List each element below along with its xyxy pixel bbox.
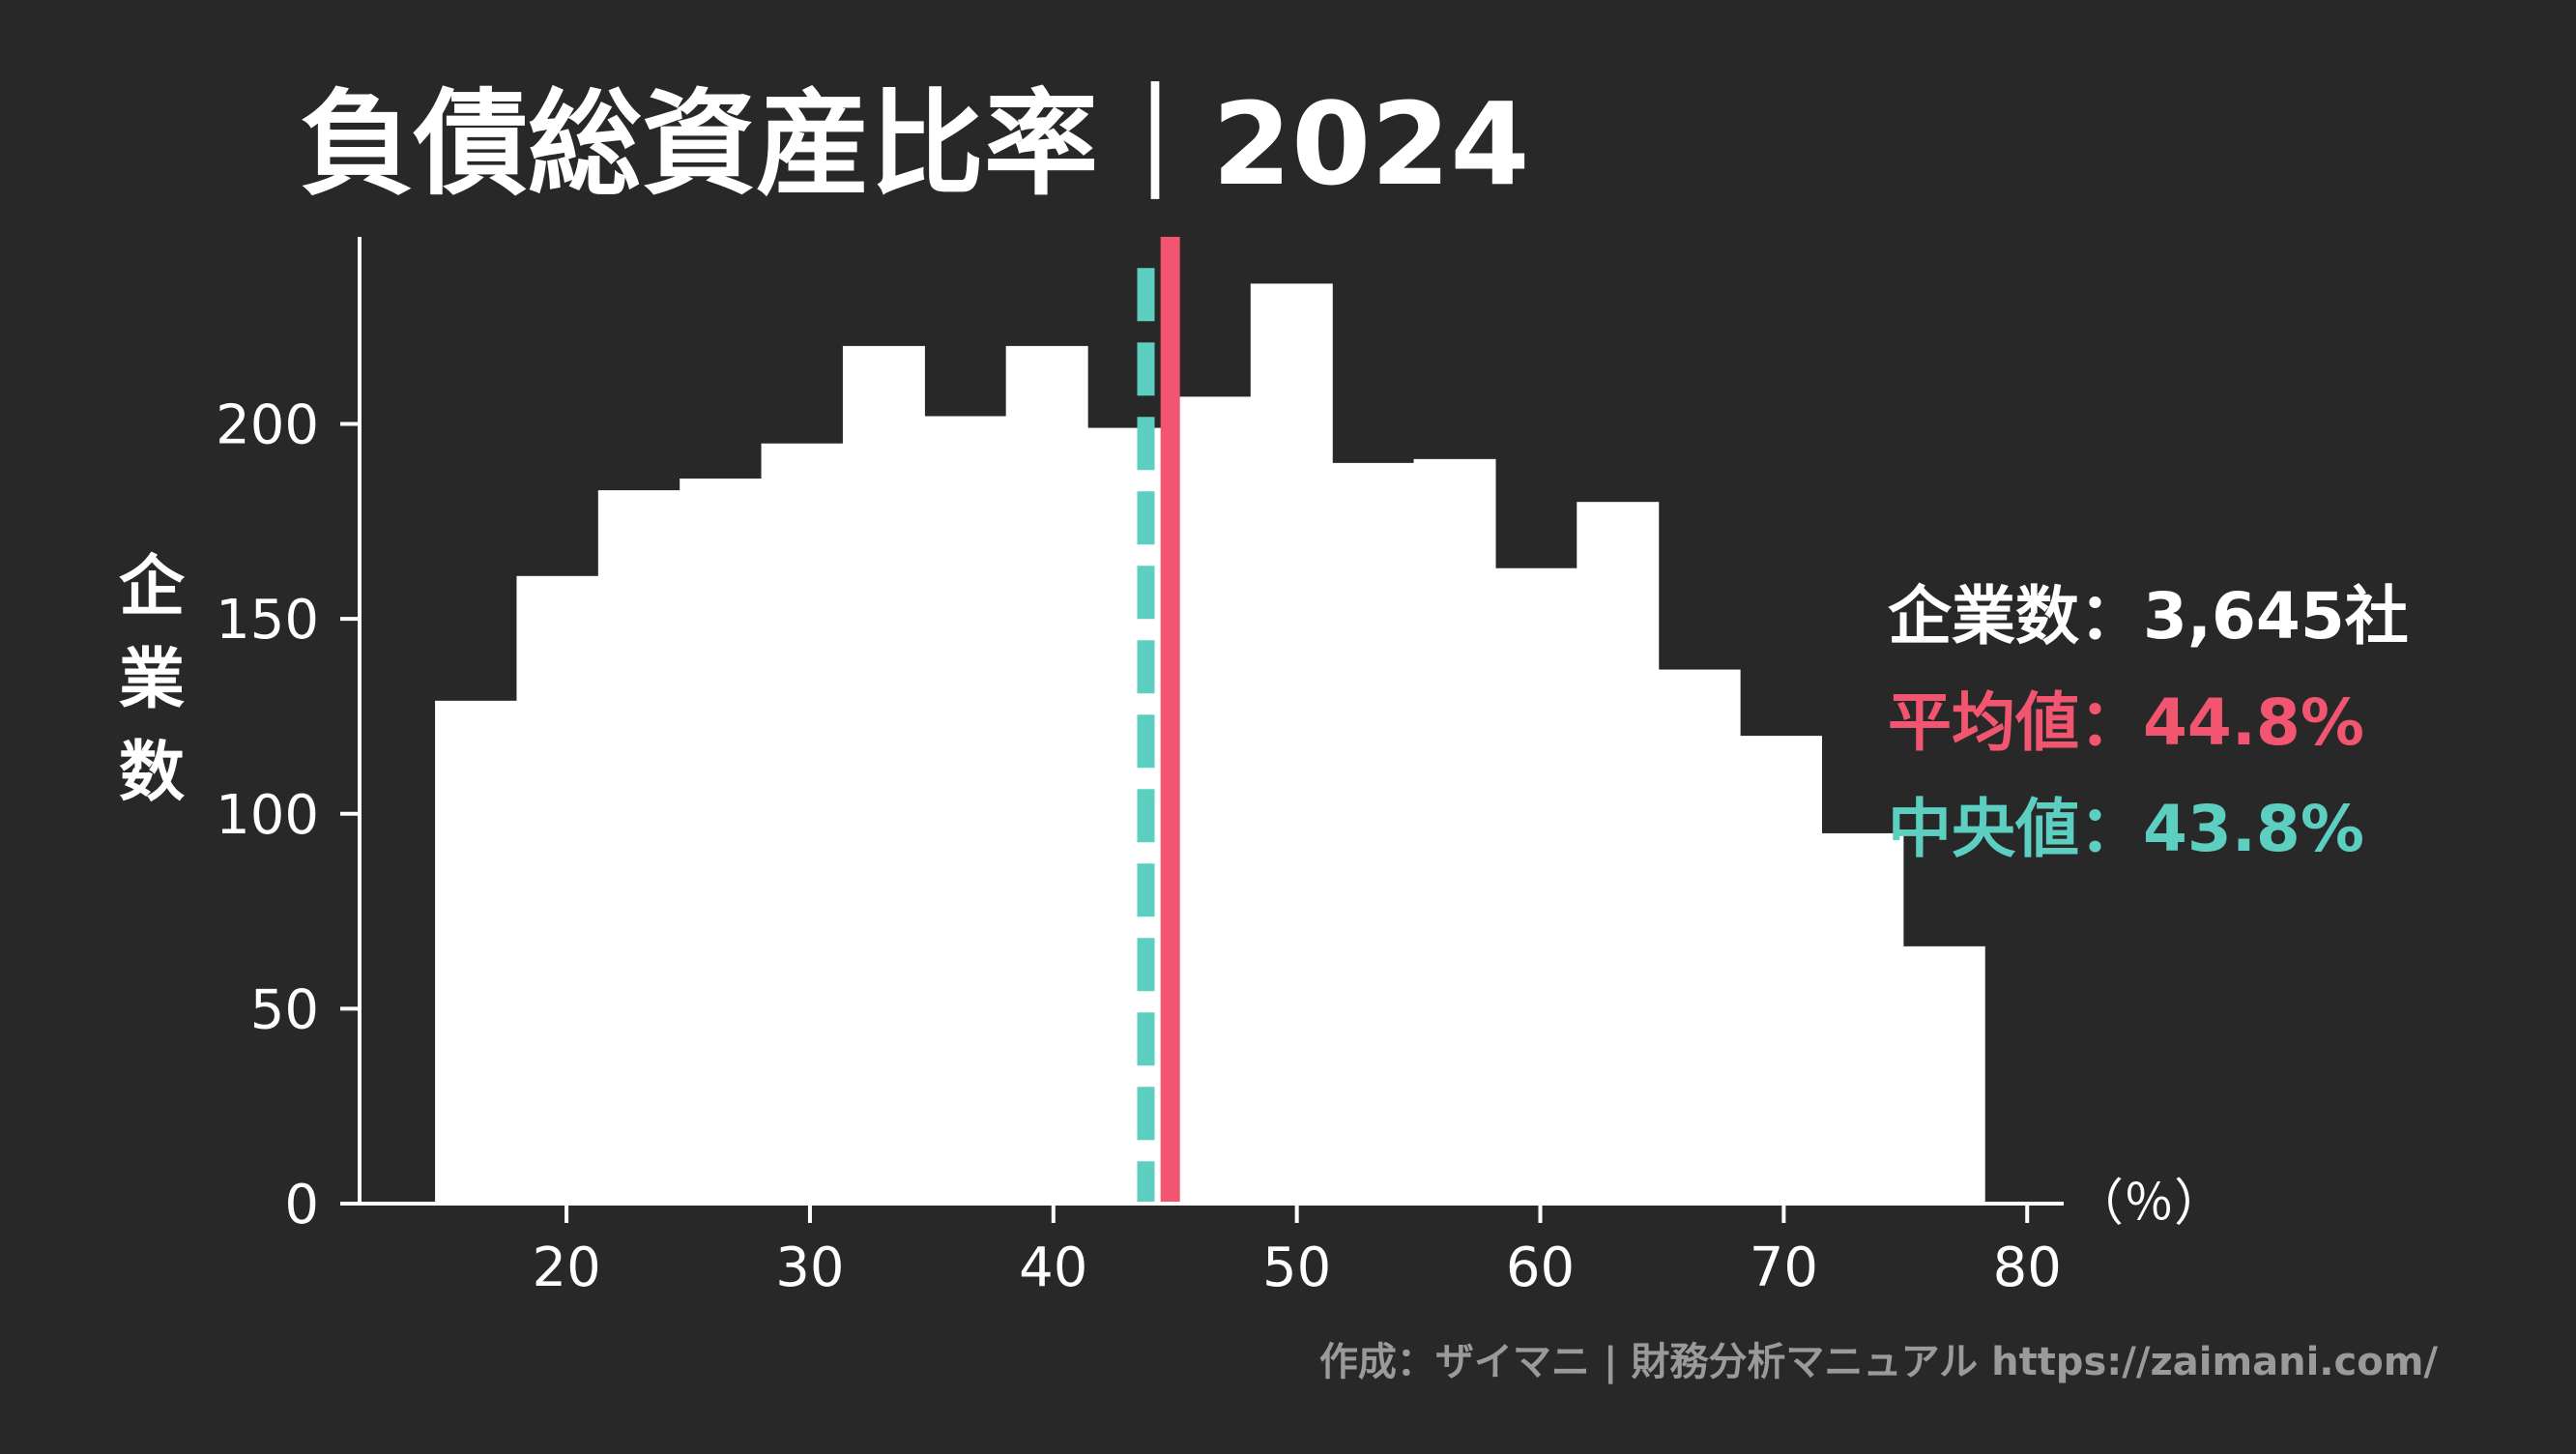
histogram-bar xyxy=(1821,832,1904,1204)
histogram-bar xyxy=(1494,567,1577,1204)
legend-company-count: 企業数：3,645社 xyxy=(1888,579,2409,654)
histogram-bar xyxy=(680,479,763,1204)
x-tick-label: 70 xyxy=(1750,1236,1818,1299)
histogram-bar xyxy=(1902,945,1985,1204)
x-tick-label: 30 xyxy=(775,1236,844,1299)
x-tick-label: 60 xyxy=(1506,1236,1575,1299)
histogram-bar xyxy=(842,345,925,1205)
source-credit: 作成：ザイマニ | 財務分析マニュアル https://zaimani.com/ xyxy=(1319,1340,2438,1385)
histogram-bar xyxy=(1169,396,1252,1204)
legend-mean: 平均値：44.8% xyxy=(1888,685,2364,760)
y-tick-label: 50 xyxy=(250,978,319,1041)
histogram-bar xyxy=(1577,502,1660,1204)
axes: 0 50 100 150 200 20 30 40 50 60 70 80 xyxy=(216,237,2064,1299)
histogram-bar xyxy=(761,443,844,1204)
histogram-bars xyxy=(435,283,1985,1205)
chart-title: 負債総資産比率｜2024 xyxy=(300,77,1529,211)
histogram-bar xyxy=(1658,669,1741,1204)
y-axis-label-char: 業 xyxy=(119,642,185,718)
histogram-bar xyxy=(1332,462,1415,1204)
histogram-bar xyxy=(924,416,1007,1204)
histogram-bar xyxy=(1413,458,1496,1204)
y-axis-label-char: 数 xyxy=(119,735,185,811)
x-tick-label: 80 xyxy=(1993,1236,2062,1299)
histogram-bar xyxy=(1005,345,1088,1205)
y-axis-label-char: 企 xyxy=(119,549,186,625)
x-tick-label: 50 xyxy=(1262,1236,1331,1299)
histogram-bar xyxy=(516,575,599,1204)
histogram-bar xyxy=(1087,427,1171,1204)
y-tick-label: 150 xyxy=(216,589,319,652)
y-tick-label: 100 xyxy=(216,784,319,847)
y-axis-label: 企業数 xyxy=(119,549,186,811)
histogram-bar xyxy=(1740,736,1823,1204)
x-tick-label: 40 xyxy=(1019,1236,1087,1299)
histogram-bar xyxy=(435,700,518,1204)
histogram-bar xyxy=(597,490,680,1204)
y-tick-label: 0 xyxy=(284,1174,319,1236)
legend-median: 中央値：43.8% xyxy=(1888,792,2364,866)
reference-lines xyxy=(1137,237,1180,1204)
y-tick-label: 200 xyxy=(216,394,319,457)
x-axis-label: （％） xyxy=(2073,1175,2224,1233)
x-tick-label: 20 xyxy=(532,1236,600,1299)
histogram-bar xyxy=(1250,283,1333,1204)
